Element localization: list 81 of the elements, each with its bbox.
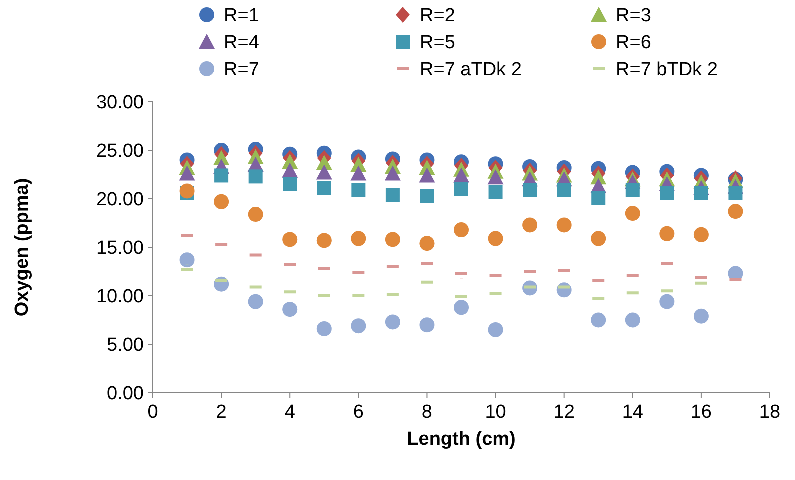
point (386, 188, 400, 202)
x-tick-label: 0 (148, 402, 158, 423)
point (350, 166, 367, 181)
x-tick-label: 2 (216, 402, 227, 423)
point (282, 162, 298, 178)
legend-label: R=2 (420, 6, 456, 27)
legend-label: R=6 (616, 32, 652, 54)
y-tick-label: 0.00 (107, 384, 144, 405)
point (352, 183, 366, 198)
point (660, 186, 674, 200)
legend-label: R=3 (616, 6, 652, 27)
point (180, 252, 195, 268)
point (282, 302, 298, 318)
point (384, 166, 401, 181)
point (488, 231, 504, 246)
point (420, 236, 435, 252)
point (694, 308, 709, 324)
point (351, 318, 366, 334)
x-tick-label: 12 (554, 402, 575, 423)
point (419, 168, 436, 183)
x-tick-label: 16 (690, 402, 712, 423)
point (522, 218, 538, 233)
x-axis-title: Length (cm) (407, 429, 516, 450)
point (454, 300, 469, 316)
point (557, 183, 572, 198)
legend-label: R=1 (224, 6, 260, 27)
x-tick-label: 6 (353, 402, 364, 423)
legend-label: R=7 bTDk 2 (616, 60, 718, 81)
point (283, 177, 298, 192)
point (248, 170, 263, 184)
y-tick-label: 15.00 (96, 238, 144, 260)
legend-label: R=7 (224, 60, 260, 81)
y-tick-label: 10.00 (96, 286, 144, 308)
point (282, 232, 298, 248)
x-tick-label: 18 (759, 402, 781, 423)
point (316, 321, 332, 336)
y-tick-label: 30.00 (96, 92, 144, 114)
point (625, 206, 640, 222)
point (248, 294, 264, 310)
point (592, 191, 606, 206)
point (694, 186, 708, 200)
point (385, 314, 400, 330)
x-tick-label: 8 (422, 402, 433, 423)
point (385, 232, 400, 248)
point (214, 194, 230, 210)
point (728, 186, 743, 200)
legend-label: R=4 (224, 32, 260, 54)
point (488, 322, 504, 338)
legend-label: R=5 (420, 32, 456, 54)
point (660, 294, 675, 310)
x-tick-label: 14 (622, 402, 644, 423)
point (351, 231, 366, 246)
point (214, 168, 229, 183)
point (179, 166, 196, 181)
point (420, 189, 434, 204)
legend-label: R=7 aTDk 2 (420, 60, 522, 81)
y-tick-label: 20.00 (96, 190, 144, 211)
point (316, 233, 332, 248)
point (488, 185, 503, 200)
point (556, 218, 572, 233)
point (660, 226, 675, 242)
point (316, 164, 332, 180)
point (454, 168, 470, 183)
point (694, 227, 709, 242)
y-tick-label: 5.00 (107, 335, 144, 356)
point (523, 183, 538, 198)
y-axis-title: Oxygen (ppma) (12, 178, 33, 317)
point (626, 183, 640, 198)
point (454, 182, 468, 196)
x-tick-label: 10 (485, 402, 506, 423)
point (420, 318, 435, 333)
y-tick-label: 25.00 (96, 141, 144, 162)
point (591, 312, 606, 328)
point (488, 170, 504, 185)
point (728, 204, 744, 220)
point (248, 207, 264, 222)
point (317, 181, 332, 196)
point (625, 312, 640, 328)
point (591, 231, 606, 246)
x-tick-label: 4 (284, 402, 296, 423)
point (454, 222, 469, 238)
